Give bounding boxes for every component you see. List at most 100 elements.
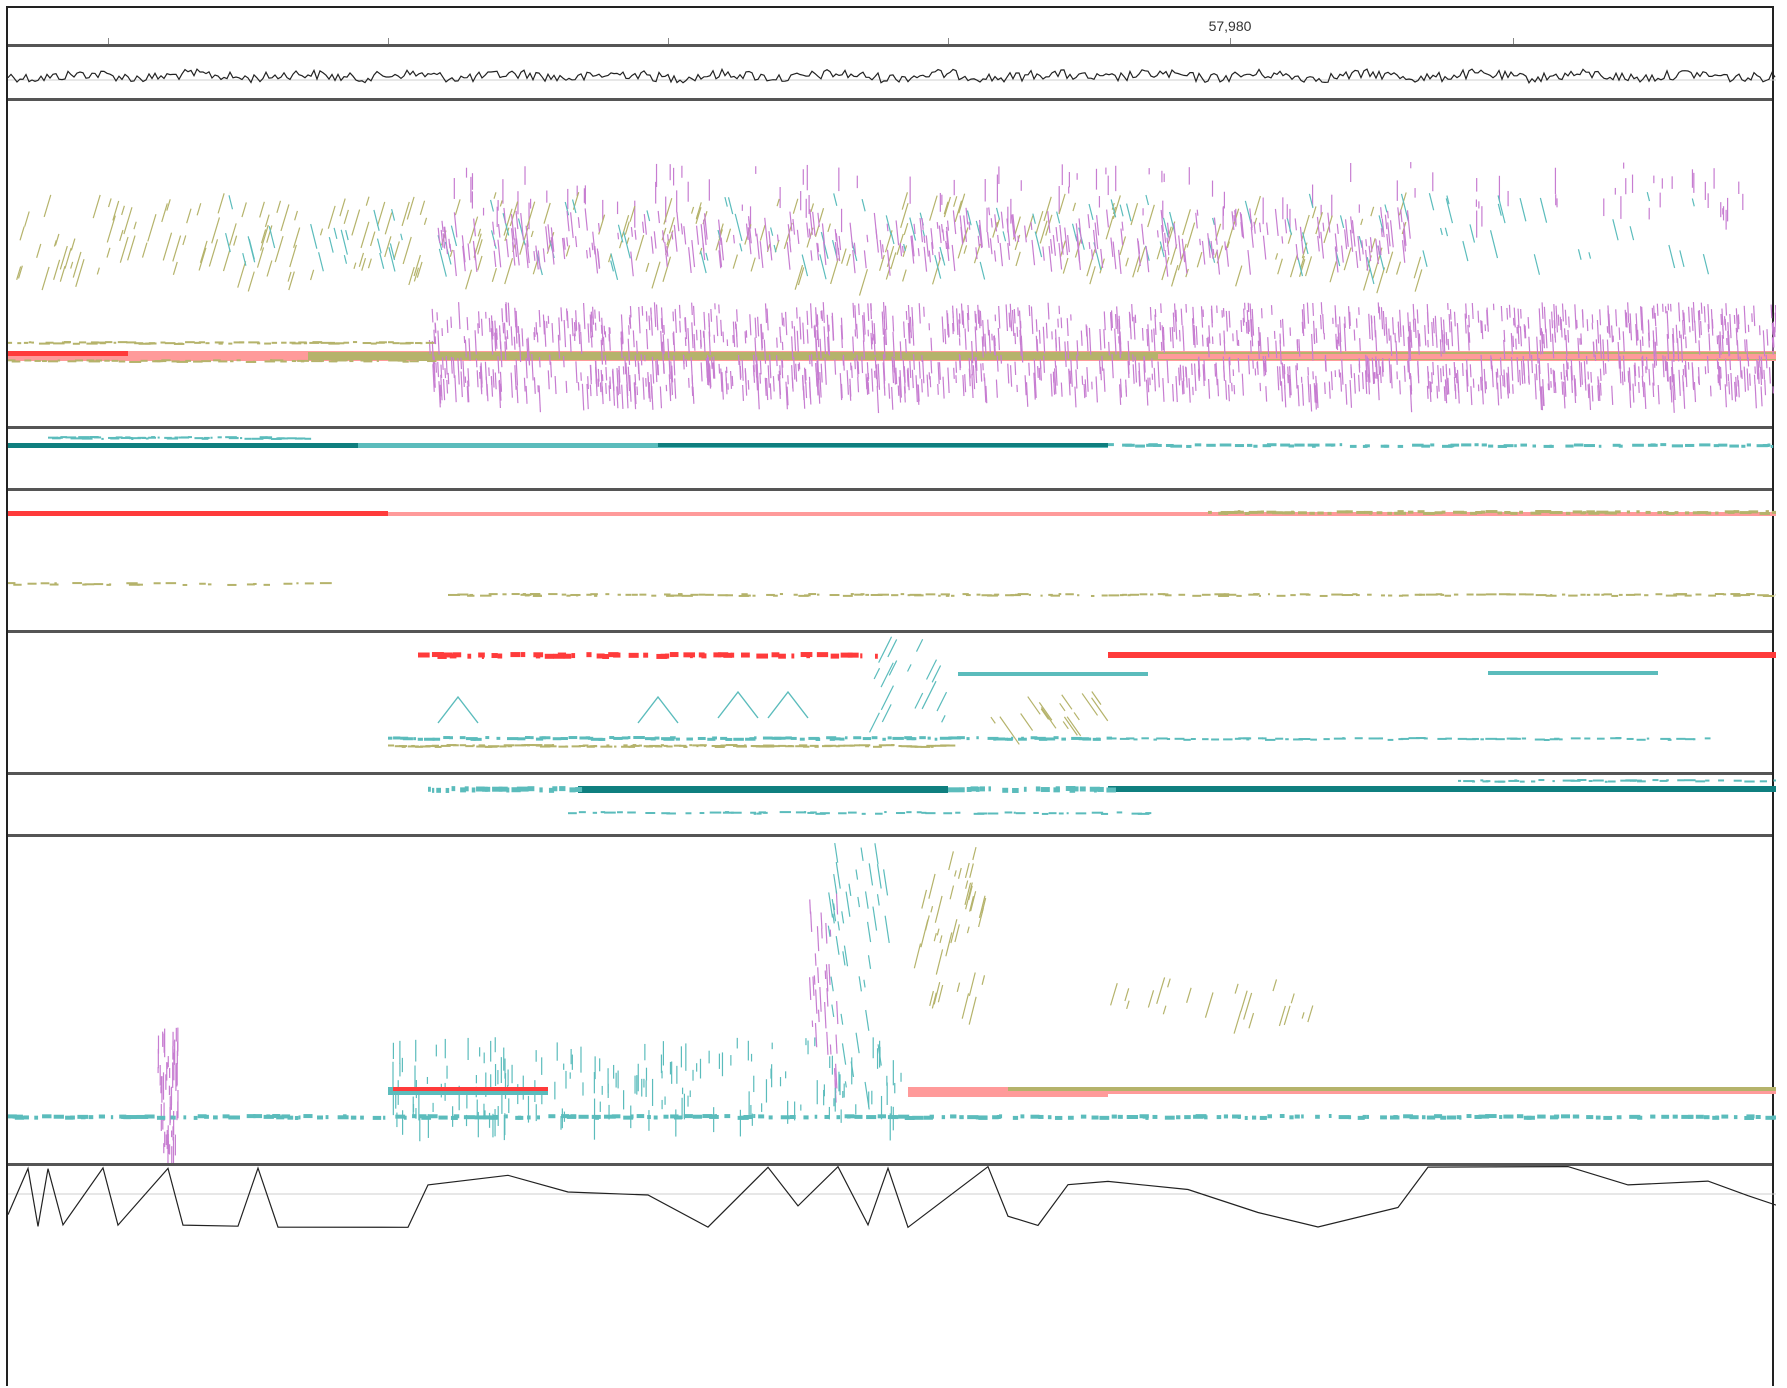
read xyxy=(827,315,828,332)
read xyxy=(766,303,767,323)
read xyxy=(587,250,588,258)
read xyxy=(1067,318,1068,336)
read xyxy=(818,967,819,983)
read xyxy=(954,196,957,206)
alignment-track-5[interactable] xyxy=(8,775,1776,833)
alignment-track-1[interactable] xyxy=(8,102,1776,424)
read xyxy=(1619,445,1623,448)
read xyxy=(340,199,345,217)
read xyxy=(1726,303,1727,315)
read xyxy=(1090,266,1095,284)
read xyxy=(1241,991,1247,1012)
read xyxy=(264,343,271,345)
alignment-track-6[interactable] xyxy=(8,837,1776,1163)
read xyxy=(1383,358,1384,372)
track-frame[interactable]: 57,980 xyxy=(6,6,1774,1386)
read xyxy=(1226,247,1228,267)
read xyxy=(1396,341,1397,365)
read xyxy=(1536,364,1537,380)
read xyxy=(1746,593,1755,595)
read xyxy=(969,222,970,230)
read xyxy=(452,786,456,791)
alignment-track-2[interactable] xyxy=(8,429,1776,487)
read xyxy=(681,223,682,234)
read xyxy=(931,360,932,374)
read xyxy=(974,244,980,263)
read xyxy=(821,913,822,929)
read xyxy=(777,199,779,206)
read xyxy=(999,1114,1002,1118)
read xyxy=(571,212,574,238)
read xyxy=(474,738,476,741)
read xyxy=(1059,812,1064,814)
read xyxy=(981,364,982,382)
read xyxy=(1125,444,1134,447)
read xyxy=(1565,328,1566,340)
read xyxy=(531,736,534,739)
read xyxy=(1440,594,1444,596)
read xyxy=(1348,1115,1351,1119)
read xyxy=(1589,780,1593,782)
signal-line xyxy=(8,1167,1776,1228)
read xyxy=(1362,240,1363,254)
read xyxy=(954,368,955,379)
alignment-track-4[interactable] xyxy=(8,633,1776,771)
read xyxy=(1196,326,1197,345)
read xyxy=(1470,364,1471,377)
read xyxy=(1715,1116,1719,1120)
read xyxy=(1306,256,1312,276)
read xyxy=(1449,314,1450,332)
read xyxy=(966,737,969,740)
read xyxy=(848,653,859,658)
read xyxy=(1386,252,1392,273)
read xyxy=(1331,371,1332,390)
read xyxy=(882,312,883,335)
alignment-track-3[interactable] xyxy=(8,491,1776,629)
bottom-signal-track[interactable] xyxy=(8,1166,1776,1388)
top-signal-track[interactable] xyxy=(8,48,1776,102)
read xyxy=(1644,382,1645,409)
read xyxy=(877,386,878,413)
position-ruler[interactable]: 57,980 xyxy=(8,8,1772,44)
read xyxy=(989,330,990,353)
read xyxy=(778,745,786,747)
read xyxy=(435,746,442,748)
read xyxy=(1182,381,1183,395)
read xyxy=(1260,1116,1267,1120)
read xyxy=(506,787,509,792)
read xyxy=(848,812,857,814)
read xyxy=(197,203,201,215)
read xyxy=(1484,369,1485,393)
read xyxy=(1636,510,1639,513)
read xyxy=(371,232,375,246)
read xyxy=(878,1114,886,1118)
read xyxy=(1761,367,1762,385)
read xyxy=(930,196,937,221)
read xyxy=(1508,780,1519,782)
read xyxy=(721,320,722,336)
read xyxy=(710,812,722,814)
read xyxy=(1688,1115,1693,1119)
read xyxy=(1104,329,1105,348)
read xyxy=(1445,738,1452,740)
read xyxy=(504,208,506,223)
read xyxy=(1056,338,1057,352)
read xyxy=(627,238,629,244)
read xyxy=(1651,443,1656,446)
read xyxy=(436,788,441,793)
read xyxy=(249,239,254,259)
read xyxy=(1705,780,1709,782)
read xyxy=(749,737,754,740)
read xyxy=(1693,302,1694,322)
read xyxy=(1568,330,1569,343)
read xyxy=(507,745,512,747)
read xyxy=(1133,256,1140,278)
read xyxy=(684,1114,693,1118)
read xyxy=(792,377,793,391)
read xyxy=(336,342,345,344)
read xyxy=(1754,306,1755,327)
read xyxy=(497,737,501,740)
read xyxy=(893,365,894,383)
read xyxy=(770,383,771,399)
